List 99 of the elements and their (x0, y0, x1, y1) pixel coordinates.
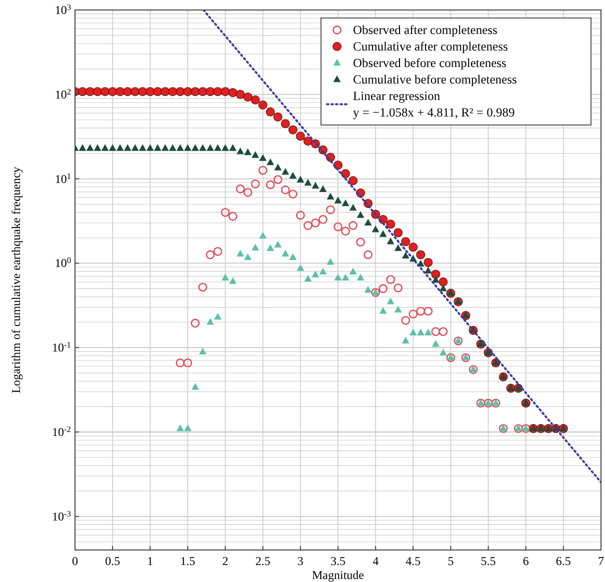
point (192, 383, 199, 390)
point (229, 278, 236, 284)
point (266, 180, 275, 190)
point (356, 238, 365, 247)
legend-label: Cumulative after completeness (353, 40, 508, 54)
point (319, 268, 326, 274)
y-tick-label: 10$^{0}$ (54, 256, 71, 270)
point (183, 358, 192, 368)
point (289, 254, 296, 260)
x-axis-title: Magnitude (312, 568, 364, 582)
point (176, 358, 185, 368)
point (394, 283, 403, 292)
point (244, 254, 252, 260)
point (357, 274, 364, 280)
point (341, 226, 350, 236)
point (296, 264, 304, 271)
legend-label: Observed after completeness (353, 23, 498, 37)
x-tick-label: 0 (72, 554, 78, 568)
point (198, 282, 208, 292)
y-tick-label: 10$^{-2}$ (52, 424, 71, 440)
point (273, 175, 282, 184)
point (424, 328, 432, 336)
point (410, 328, 417, 336)
point (236, 250, 244, 256)
point (222, 274, 229, 280)
point (258, 166, 268, 175)
point (326, 258, 334, 265)
x-tick-label: 6 (522, 554, 529, 568)
point (303, 221, 312, 230)
point (408, 310, 418, 318)
legend-label: Linear regression y = −1.058x + 4.811, R² = 0.989 (353, 89, 515, 120)
point (432, 340, 440, 347)
point (334, 222, 342, 232)
point (184, 424, 192, 432)
point (440, 348, 447, 356)
x-tick-label: 2.5 (255, 554, 270, 568)
point (387, 298, 394, 304)
point (326, 205, 335, 214)
x-tick-label: 6.5 (556, 554, 571, 568)
point (288, 190, 298, 198)
x-tick-label: 5 (448, 554, 454, 568)
point (311, 218, 320, 228)
point (282, 250, 289, 256)
point (220, 208, 230, 217)
point (243, 188, 252, 197)
point (348, 221, 358, 230)
x-tick-label: 3 (297, 554, 304, 568)
y-tick-label: 10$^{1}$ (54, 171, 71, 186)
x-tick-label: 4 (372, 554, 379, 568)
point (380, 307, 387, 314)
point (312, 270, 319, 278)
point (364, 250, 373, 260)
x-tick-label: 2 (222, 554, 228, 568)
y-tick-label: 10$^{-1}$ (52, 340, 71, 355)
point (266, 244, 274, 251)
x-tick-label: 7 (598, 554, 604, 568)
point (274, 241, 282, 248)
point (206, 318, 214, 325)
point (401, 316, 410, 325)
point (214, 313, 222, 320)
point (199, 348, 206, 354)
point (259, 232, 266, 239)
y-axis-title: Logarithm of cumulative earthquake frequency (9, 166, 23, 394)
point (394, 306, 402, 312)
point (334, 274, 342, 280)
point (252, 244, 259, 250)
y-tick-label: 10$^{2}$ (54, 86, 71, 102)
point (431, 327, 440, 336)
point (438, 327, 448, 336)
point (424, 306, 433, 316)
point (190, 318, 200, 328)
y-tick-label: 10$^{3}$ (54, 2, 71, 17)
point (350, 268, 357, 274)
x-tick-label: 0.5 (105, 554, 120, 568)
y-tick-label: 10$^{-3}$ (52, 508, 71, 524)
point (318, 214, 328, 224)
point (280, 185, 290, 194)
x-tick-label: 3.5 (330, 554, 346, 568)
point (236, 184, 245, 194)
x-tick-label: 5.5 (480, 554, 496, 568)
point (342, 274, 350, 280)
point (206, 250, 215, 260)
point (417, 328, 424, 336)
point (176, 424, 184, 432)
point (402, 337, 410, 344)
point (304, 275, 312, 282)
point (228, 212, 238, 221)
point (378, 284, 388, 294)
point (296, 210, 305, 220)
point (386, 275, 396, 284)
x-tick-label: 1 (147, 554, 154, 568)
point (213, 246, 222, 256)
point (416, 306, 426, 316)
legend-label: Cumulative before completeness (353, 72, 517, 86)
x-tick-label: 4.5 (406, 554, 421, 568)
point (364, 286, 372, 293)
x-tick-label: 1.5 (180, 554, 196, 568)
point (250, 179, 260, 188)
legend-label: Observed before completeness (353, 56, 507, 70)
